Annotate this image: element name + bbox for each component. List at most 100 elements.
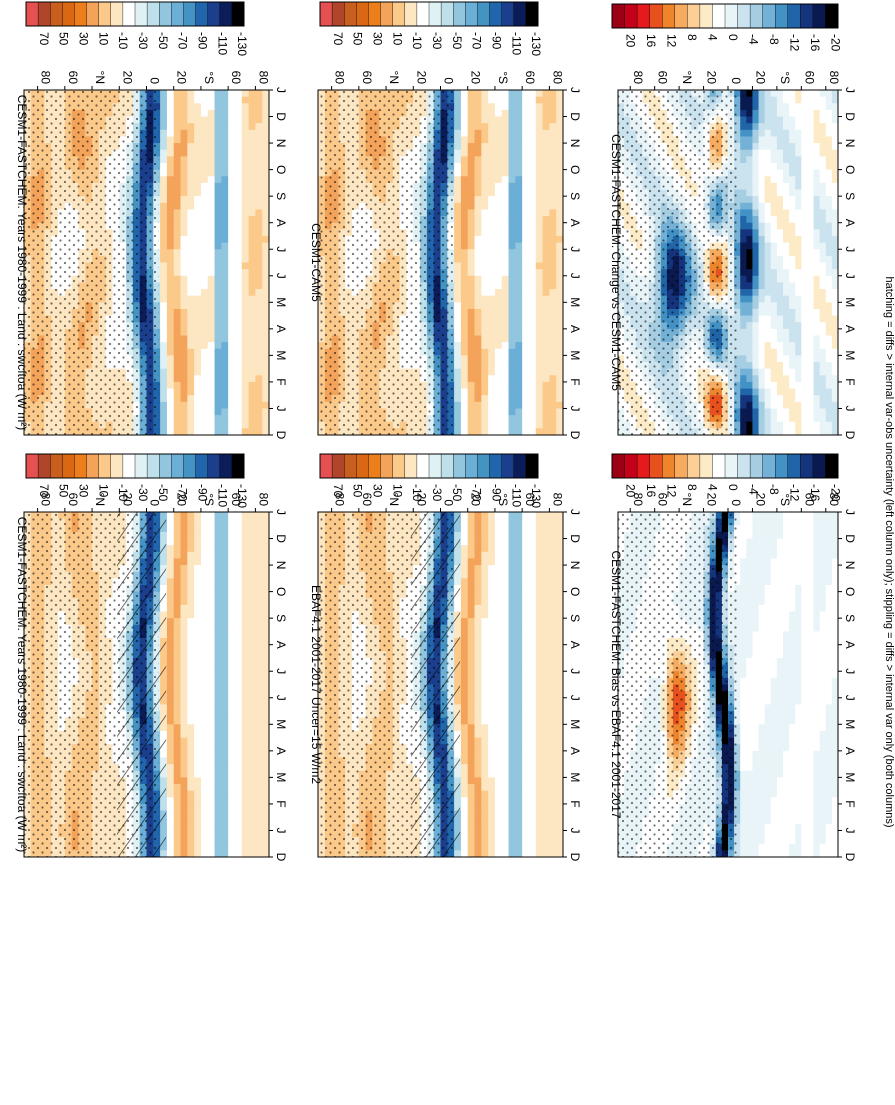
heatmap-cell	[228, 638, 236, 646]
heatmap-cell	[214, 843, 222, 851]
heatmap-cell	[228, 415, 236, 423]
heatmap-cell	[180, 96, 188, 104]
heatmap-cell	[262, 169, 270, 177]
colorbar-tick-label: -50	[156, 484, 170, 502]
heatmap-cell	[180, 810, 188, 818]
heatmap-cell	[207, 837, 215, 845]
heatmap-cell	[221, 395, 229, 403]
heatmap-cell	[166, 428, 175, 436]
heatmap-cell	[207, 421, 215, 429]
heatmap-cell	[187, 156, 195, 164]
heatmap-cell	[221, 408, 229, 416]
heatmap-cell	[214, 578, 222, 586]
heatmap-cell	[228, 368, 236, 376]
heatmap-cell	[207, 757, 215, 765]
heatmap-cell	[228, 545, 236, 553]
heatmap-cell	[228, 348, 236, 356]
heatmap-cell	[187, 817, 195, 825]
heatmap-cell	[241, 143, 249, 151]
heatmap-cell	[173, 744, 181, 752]
heatmap-cell	[234, 209, 243, 217]
heatmap-cell	[255, 538, 263, 546]
heatmap-cell	[166, 604, 175, 612]
heatmap-cell	[248, 362, 256, 370]
heatmap-cell	[241, 724, 249, 732]
heatmap-cell	[180, 770, 188, 778]
heatmap-cell	[166, 162, 175, 171]
heatmap-cell	[214, 249, 222, 257]
heatmap-cell	[194, 209, 202, 217]
heatmap-cell	[173, 757, 181, 765]
heatmap-cell	[255, 401, 263, 409]
heatmap-cell	[187, 189, 195, 197]
heatmap-cell	[187, 803, 195, 811]
heatmap-cell	[194, 757, 202, 765]
heatmap-cell	[241, 565, 249, 573]
heatmap-cell	[187, 302, 195, 310]
heatmap-cell	[221, 388, 229, 396]
heatmap-cell	[166, 348, 175, 356]
heatmap-cell	[248, 598, 256, 606]
heatmap-cell	[194, 551, 202, 559]
heatmap-cell	[166, 202, 175, 210]
heatmap-cell	[187, 651, 195, 659]
heatmap-cell	[262, 103, 270, 111]
heatmap-cell	[262, 269, 270, 277]
heatmap-cell	[248, 717, 256, 725]
heatmap-cell	[248, 518, 256, 526]
heatmap-cell	[221, 302, 229, 310]
heatmap-cell	[207, 830, 215, 838]
heatmap-cell	[221, 744, 229, 752]
heatmap-cell	[234, 598, 243, 606]
heatmap-cell	[187, 618, 195, 626]
colorbar-swatch	[50, 453, 63, 479]
heatmap-cell	[187, 162, 195, 171]
heatmap-cell	[262, 571, 270, 579]
heatmap-cell	[234, 255, 243, 263]
heatmap-cell	[160, 90, 168, 98]
heatmap-cell	[207, 691, 215, 699]
heatmap-cell	[214, 677, 222, 685]
heatmap-cell	[214, 671, 222, 679]
heatmap-cell	[173, 651, 181, 659]
heatmap-cell	[262, 348, 270, 356]
heatmap-cell	[194, 362, 202, 370]
heatmap-cell	[173, 691, 181, 699]
heatmap-cell	[262, 671, 270, 679]
heatmap-cell	[180, 790, 188, 798]
heatmap-cell	[166, 196, 175, 204]
heatmap-cell	[228, 116, 236, 124]
heatmap-cell	[200, 611, 209, 619]
heatmap-cell	[248, 684, 256, 692]
heatmap-cell	[262, 631, 270, 639]
lat-tick-label: 60	[229, 71, 243, 85]
heatmap-cell	[248, 96, 256, 104]
heatmap-cell	[200, 90, 209, 98]
heatmap-cell	[207, 644, 215, 652]
colorbar-swatch	[98, 453, 112, 479]
heatmap-cell	[173, 222, 181, 230]
heatmap-cell	[262, 255, 270, 263]
heatmap-cell	[194, 315, 202, 323]
heatmap-cell	[200, 381, 209, 389]
colorbar-tick-label: 10	[96, 32, 110, 46]
heatmap-cell	[200, 235, 209, 243]
heatmap-cell	[262, 176, 270, 184]
heatmap-cell	[160, 129, 168, 137]
heatmap-cell	[255, 395, 263, 403]
heatmap-cell	[214, 684, 222, 692]
heatmap-cell	[262, 222, 270, 230]
heatmap-cell	[228, 790, 236, 798]
heatmap-cell	[255, 717, 263, 725]
heatmap-cell	[228, 525, 236, 533]
heatmap-cell	[200, 395, 209, 403]
heatmap-cell	[255, 770, 263, 778]
heatmap-cell	[214, 229, 222, 237]
heatmap-cell	[160, 408, 168, 416]
heatmap-cell	[255, 109, 263, 117]
heatmap-cell	[173, 162, 181, 171]
heatmap-cell	[187, 388, 195, 396]
heatmap-cell	[214, 90, 222, 98]
heatmap-cell	[234, 202, 243, 210]
heatmap-cell	[160, 368, 168, 376]
